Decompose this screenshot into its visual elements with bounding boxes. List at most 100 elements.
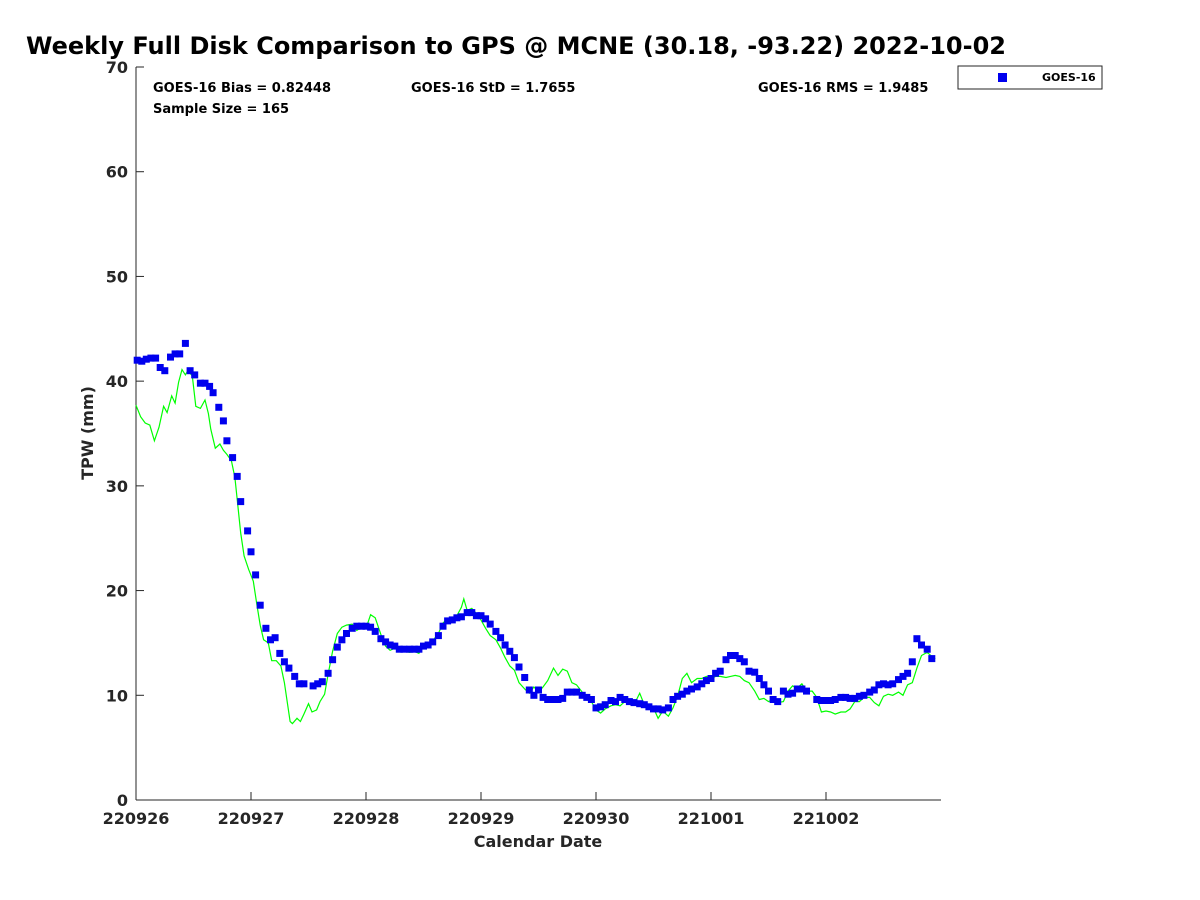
goes16-point xyxy=(765,687,772,695)
goes16-point xyxy=(645,703,653,711)
y-tick-label: 40 xyxy=(106,372,128,391)
goes16-point xyxy=(866,688,874,696)
goes16-point xyxy=(267,636,274,644)
goes16-point xyxy=(497,634,505,642)
goes16-point xyxy=(468,609,476,617)
x-tick-label: 220926 xyxy=(103,809,170,828)
goes16-point xyxy=(760,681,768,689)
goes16-point xyxy=(525,686,533,694)
goes16-point xyxy=(309,682,317,690)
tick-layer: 0 10 20 30 40 50 60 70 220926 220927 220928 220929 2… xyxy=(103,58,860,828)
goes16-point xyxy=(176,350,184,358)
goes16-point xyxy=(568,688,576,696)
goes16-point xyxy=(913,635,921,643)
goes16-point xyxy=(196,379,204,387)
y-tick-label: 30 xyxy=(106,477,128,496)
goes16-point xyxy=(712,669,720,677)
goes16-point xyxy=(142,355,150,363)
goes16-point xyxy=(539,693,547,701)
goes16-point xyxy=(563,688,571,696)
goes16-point xyxy=(612,698,619,706)
goes16-point xyxy=(736,655,744,663)
goes16-point xyxy=(291,672,299,680)
goes16-point xyxy=(650,705,657,713)
goes16-point xyxy=(559,694,567,702)
goes16-point xyxy=(793,685,801,693)
goes16-point xyxy=(424,641,432,649)
goes16-point xyxy=(827,697,835,704)
goes16-point xyxy=(550,696,557,703)
goes16-point xyxy=(276,649,284,657)
goes16-point xyxy=(262,624,270,632)
goes16-point xyxy=(784,690,792,698)
goes16-point xyxy=(219,417,227,425)
goes16-point xyxy=(716,667,724,675)
y-tick-label: 10 xyxy=(106,686,128,705)
goes16-point xyxy=(860,691,868,699)
goes16-point xyxy=(152,354,160,362)
sample-size-stat: Sample Size = 165 xyxy=(153,102,289,117)
goes16-point xyxy=(453,614,461,622)
goes16-point xyxy=(367,623,375,631)
goes16-point xyxy=(395,645,403,653)
goes16-point xyxy=(463,609,471,617)
goes16-point xyxy=(492,627,500,635)
goes16-point xyxy=(755,675,763,682)
goes16-point xyxy=(357,622,365,630)
goes16-point xyxy=(636,700,644,708)
goes16-point xyxy=(592,704,600,712)
goes16-point xyxy=(745,667,753,675)
goes16-point xyxy=(889,680,897,688)
goes16-point xyxy=(521,674,529,681)
goes16-point xyxy=(506,647,514,655)
goes16-point xyxy=(664,704,672,712)
goes16-point xyxy=(348,624,356,632)
goes16-point xyxy=(535,686,542,694)
goes16-point xyxy=(789,689,797,697)
y-tick-label: 50 xyxy=(106,267,128,286)
goes16-point xyxy=(386,641,394,649)
goes16-point xyxy=(707,675,715,682)
goes16-point xyxy=(688,685,695,693)
goes16-point xyxy=(300,680,308,688)
goes16-point xyxy=(338,636,346,644)
goes16-point xyxy=(501,641,509,649)
goes16-point xyxy=(429,638,437,646)
goes16-point xyxy=(803,687,810,695)
goes16-point xyxy=(215,403,223,411)
goes16-point xyxy=(362,622,370,630)
goes16-point xyxy=(237,498,245,506)
goes16-point xyxy=(625,698,633,706)
legend: GOES-16 xyxy=(957,65,1103,90)
goes16-point xyxy=(201,379,209,387)
goes16-point xyxy=(147,354,155,362)
goes16-point xyxy=(333,643,341,651)
goes16-point xyxy=(601,701,609,709)
goes16-point xyxy=(817,697,825,704)
goes16-point xyxy=(630,699,638,707)
goes16-point xyxy=(880,680,887,688)
goes16-point xyxy=(391,642,399,650)
goes16-point xyxy=(434,632,442,640)
goes16-point xyxy=(233,472,241,480)
goes16-point xyxy=(554,696,562,703)
goes16-point xyxy=(377,635,385,643)
goes16-point xyxy=(544,696,552,703)
goes16-point xyxy=(597,703,605,711)
goes16-point xyxy=(314,680,322,688)
goes16-point xyxy=(410,645,418,653)
goes16-point xyxy=(171,350,179,358)
x-tick-label: 220929 xyxy=(448,809,515,828)
goes16-point xyxy=(822,697,830,704)
goes16-point xyxy=(851,694,859,702)
goes16-point xyxy=(654,705,662,713)
goes16-point xyxy=(353,622,361,630)
goes16-point xyxy=(578,691,586,699)
goes16-point xyxy=(256,601,264,609)
goes16-point xyxy=(928,655,936,663)
chart-title: Weekly Full Disk Comparison to GPS @ MCN… xyxy=(26,32,1006,60)
legend-box xyxy=(957,65,1103,90)
goes16-point xyxy=(161,367,169,375)
goes16-point xyxy=(659,706,667,714)
goes16-point xyxy=(674,692,682,700)
